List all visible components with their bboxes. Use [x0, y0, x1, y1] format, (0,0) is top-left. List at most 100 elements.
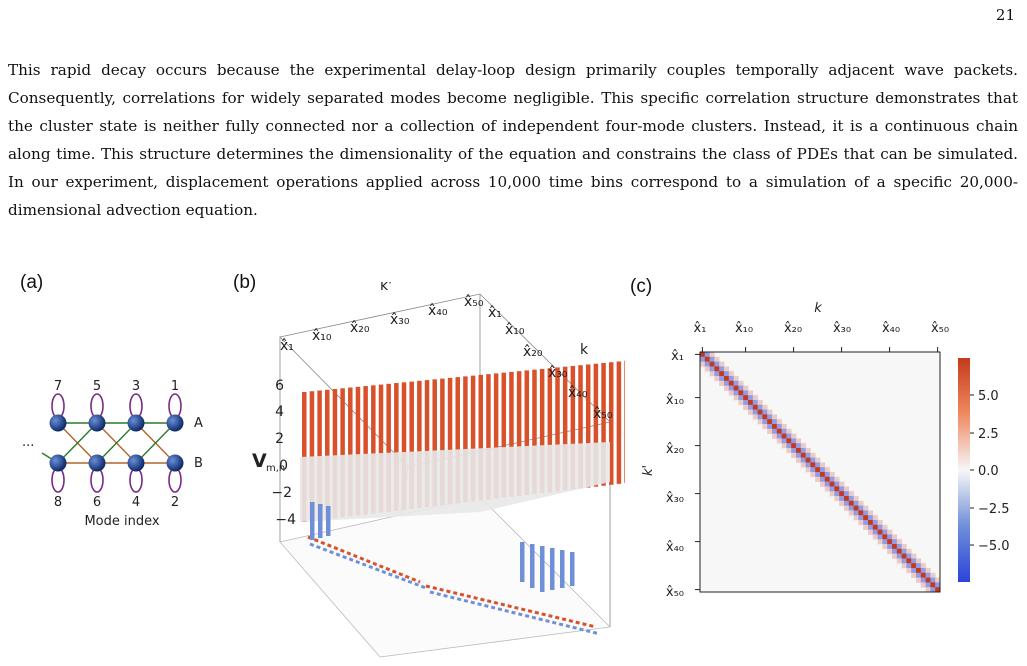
- mode-node: [127, 414, 145, 432]
- heatmap-cell: [834, 496, 840, 502]
- heatmap-cell: [786, 438, 792, 444]
- neutral-surface: [300, 442, 610, 522]
- heatmap-cell: [892, 544, 898, 550]
- heatmap-cell: [704, 361, 710, 367]
- heatmap-cell: [719, 361, 725, 367]
- heatmap-cell: [853, 496, 859, 502]
- heatmap-cell: [805, 467, 811, 473]
- heatmap-cell: [887, 544, 893, 550]
- colorbar-tick-label: 0.0: [978, 464, 999, 479]
- heatmap-cell: [868, 520, 874, 526]
- heatmap-cell: [719, 366, 725, 372]
- bar-positive: [447, 377, 453, 505]
- bar-positive: [409, 381, 414, 509]
- k-tick-label: x̂₁₀: [505, 322, 525, 338]
- y-tick-label: x̂₂₀: [666, 442, 684, 457]
- bar-positive: [616, 361, 622, 484]
- mode-node: [88, 454, 106, 472]
- heatmap-cell: [920, 563, 926, 569]
- heatmap-cell: [829, 486, 835, 492]
- heatmap-cell: [896, 544, 902, 550]
- bar-positive: [470, 375, 476, 502]
- heatmap-cell: [724, 366, 730, 372]
- heatmap-cell: [728, 385, 734, 391]
- bar-positive: [532, 369, 537, 495]
- graph-edges: [41, 422, 176, 464]
- mode-label: 5: [93, 379, 101, 394]
- k-prime-tick-label: x̂₂₀: [350, 320, 370, 336]
- panel-b-label: (b): [233, 272, 257, 293]
- bar-positive: [624, 360, 625, 483]
- x-tick-label: x̂₂₀: [784, 321, 802, 336]
- graph-nodes: [49, 414, 184, 472]
- k-tick-label: x̂₁: [488, 305, 502, 321]
- heatmap-cell: [901, 558, 907, 564]
- heatmap-cell: [743, 404, 749, 410]
- panel-c-label: (c): [630, 276, 653, 297]
- bar-positive: [386, 383, 391, 512]
- heatmap-ticks: [695, 347, 939, 591]
- bar-positive: [501, 372, 507, 498]
- heatmap-cell: [935, 577, 941, 583]
- mode-label: 2: [171, 495, 179, 510]
- mode-node: [166, 454, 184, 472]
- x-axis-label: k: [814, 301, 822, 316]
- heatmap-cell: [738, 400, 744, 406]
- bar-positive: [562, 366, 568, 491]
- heatmap-cell: [815, 467, 821, 473]
- floor-stripe: [307, 535, 421, 584]
- self-loop: [129, 393, 143, 419]
- heatmap-cell: [824, 486, 830, 492]
- heatmap-cell: [767, 414, 773, 420]
- heatmap-cell: [863, 505, 869, 511]
- heatmap-cell: [776, 428, 782, 434]
- bars: [300, 360, 625, 592]
- heatmap-cell: [858, 510, 864, 516]
- bar-positive: [486, 374, 491, 500]
- heatmap-cell: [728, 376, 734, 382]
- heatmap-cell: [911, 553, 917, 559]
- heatmap-cell: [781, 424, 787, 430]
- axis-k-prime-label: k': [380, 282, 392, 294]
- y-tick-label: x̂₅₀: [666, 585, 684, 600]
- heatmap-cell: [887, 548, 893, 554]
- rail-a-label: A: [194, 416, 203, 431]
- heatmap-cell: [824, 481, 830, 487]
- bar-positive: [417, 380, 422, 509]
- rail-b-label: B: [194, 456, 203, 471]
- z-tick-label: −4: [275, 512, 296, 528]
- heatmap-cell: [920, 577, 926, 583]
- k-prime-tick-label: x̂₄₀: [428, 303, 448, 319]
- z-tick-label: 6: [275, 378, 284, 394]
- heatmap-cell: [781, 443, 787, 449]
- x-tick-label: x̂₄₀: [882, 321, 900, 336]
- heatmap-cell: [815, 476, 821, 482]
- heatmap-cell: [824, 476, 830, 482]
- bar-positive: [555, 367, 560, 492]
- heatmap-cell: [892, 539, 898, 545]
- heatmap-cell: [872, 524, 878, 530]
- heatmap-cell: [700, 352, 706, 358]
- heatmap-cell: [901, 553, 907, 559]
- heatmap-cell: [752, 414, 758, 420]
- heatmap-cell: [776, 419, 782, 425]
- heatmap-cell: [839, 486, 845, 492]
- heatmap-cell: [829, 476, 835, 482]
- heatmap-cell: [906, 568, 912, 574]
- heatmap-cell: [906, 558, 912, 564]
- heatmap-cell: [882, 539, 888, 545]
- k-tick-label: x̂₃₀: [548, 365, 568, 381]
- heatmap-cell: [728, 390, 734, 396]
- heatmap-cell: [805, 462, 811, 468]
- bar-positive: [340, 388, 345, 518]
- mode-node: [88, 414, 106, 432]
- bar-positive: [325, 389, 330, 520]
- heatmap-cell: [896, 558, 902, 564]
- heatmap-cell: [767, 424, 773, 430]
- heatmap-cell: [839, 481, 845, 487]
- heatmap-cell: [800, 443, 806, 449]
- heatmap-cell: [733, 385, 739, 391]
- heatmap-cell: [762, 419, 768, 425]
- heatmap-cell: [887, 529, 893, 535]
- bar-positive: [516, 371, 522, 496]
